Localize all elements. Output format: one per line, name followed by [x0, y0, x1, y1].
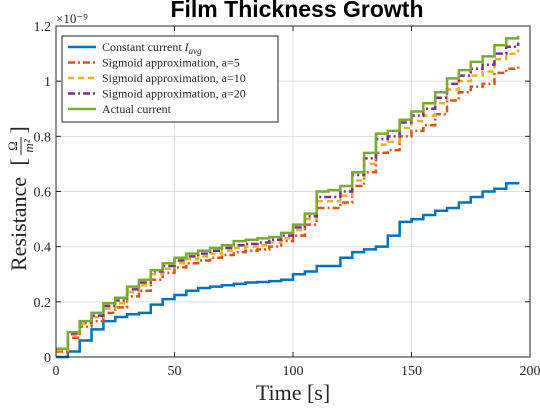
y-axis-unit-denominator: m²	[21, 138, 36, 152]
legend-label: Sigmoid approximation, a=20	[102, 87, 246, 101]
legend-label: Actual current	[102, 102, 172, 116]
legend-label: Sigmoid approximation, a=10	[102, 71, 246, 85]
y-tick-label: 0	[44, 351, 51, 366]
ticks: 0 50 100 150 200 0 0.2 0.4 0.6 0.8 1 1.2	[34, 20, 540, 379]
legend-label: Constant current Iavg	[102, 40, 202, 56]
series-line-4	[56, 42, 520, 350]
y-tick-label: 1.2	[34, 20, 52, 35]
x-tick-label: 200	[520, 364, 540, 379]
x-tick-label: 100	[283, 364, 304, 379]
series-line-2	[56, 65, 520, 353]
x-tick-label: 150	[401, 364, 422, 379]
y-axis-label-bracket-close: ]	[6, 126, 31, 133]
y-axis-label: Resistance [ Ω m² ]	[5, 126, 36, 271]
x-axis-label: Time [s]	[256, 380, 330, 405]
y-tick-label: 0.6	[34, 186, 52, 201]
y-tick-label: 0.8	[34, 130, 52, 145]
series-line-3	[56, 49, 520, 352]
legend-label: Sigmoid approximation, a=5	[102, 56, 240, 70]
y-exponent-label: ×10⁻⁹	[56, 11, 88, 26]
y-axis-label-bracket-open: [	[6, 158, 31, 165]
y-axis-unit-numerator: Ω	[5, 141, 20, 151]
series-layer	[56, 35, 520, 359]
chart-title: Film Thickness Growth	[170, 0, 423, 22]
series-line-5	[56, 35, 520, 350]
series-line-1	[56, 181, 520, 359]
legend-box	[61, 35, 279, 123]
y-axis-label-main: Resistance	[6, 177, 31, 271]
y-tick-label: 0.4	[34, 241, 52, 256]
y-tick-label: 0.2	[34, 296, 52, 311]
x-tick-label: 50	[168, 364, 182, 379]
y-tick-label: 1	[44, 75, 51, 90]
x-tick-label: 0	[53, 364, 60, 379]
